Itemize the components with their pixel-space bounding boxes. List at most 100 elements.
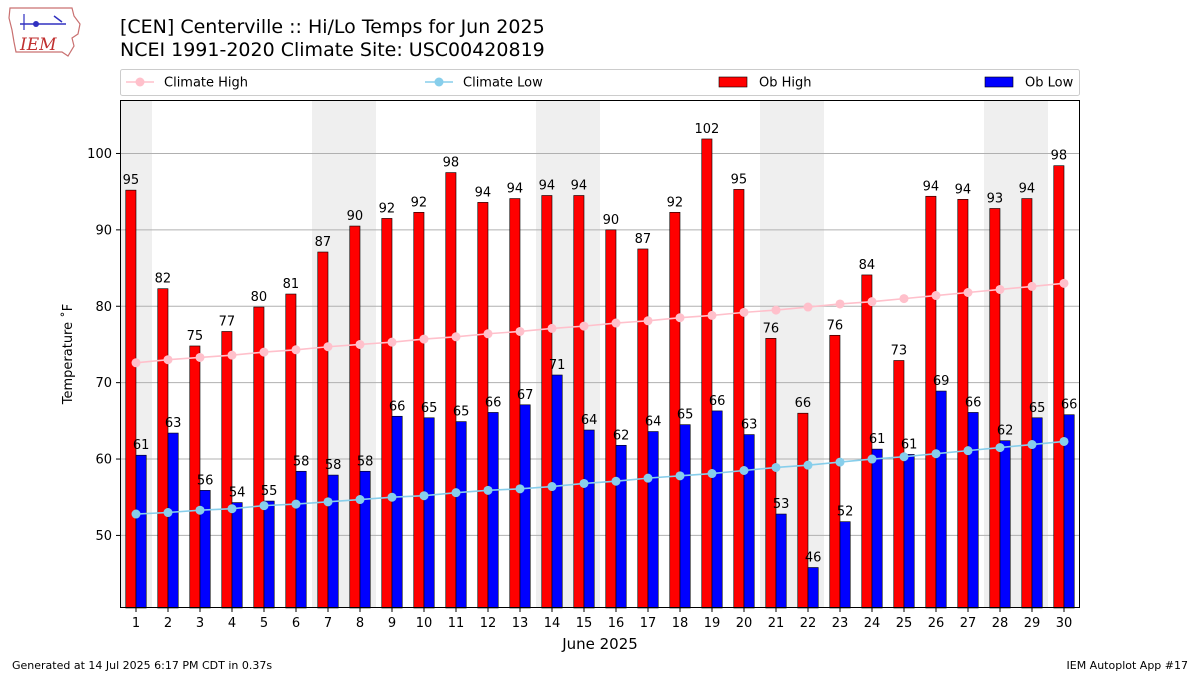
ob-high-bar (285, 293, 297, 609)
ob-low-label: 65 (1029, 401, 1046, 416)
ob-high-label: 98 (1051, 149, 1068, 164)
climate-high-point (451, 332, 461, 342)
climate-high-point (963, 288, 973, 298)
ob-high-bar (157, 288, 169, 609)
climate-high-point (771, 305, 781, 315)
climate-low-point (931, 449, 941, 459)
climate-low-point (387, 492, 397, 502)
x-tick-label: 21 (768, 616, 785, 631)
legend-box (120, 69, 1080, 96)
ob-high-label: 94 (507, 182, 524, 197)
ob-high-bar (797, 412, 809, 609)
ob-low-bar (583, 429, 595, 609)
climate-low-point (835, 457, 845, 467)
climate-high-point (835, 299, 845, 309)
ob-high-bar (605, 229, 617, 609)
legend-bar-swatch (984, 76, 1014, 88)
ob-low-bar (519, 404, 531, 609)
climate-low-point (515, 484, 525, 494)
y-tick-label: 80 (95, 300, 112, 315)
climate-high-point (195, 352, 205, 362)
climate-high-point (227, 350, 237, 360)
climate-high-point (419, 334, 429, 344)
bars (125, 138, 1075, 609)
x-tick-label: 10 (416, 616, 433, 631)
plot-frame (120, 100, 1080, 608)
y-tick-label: 60 (95, 453, 112, 468)
x-tick-label: 16 (608, 616, 625, 631)
x-tick-label: 22 (800, 616, 817, 631)
x-tick-label: 11 (448, 616, 465, 631)
climate-low-point (867, 454, 877, 464)
ob-low-label: 69 (933, 374, 950, 389)
ob-high-label: 95 (123, 173, 140, 188)
climate-low-point (323, 497, 333, 507)
y-axis-label: Temperature ˚F (60, 304, 76, 405)
ob-low-bar (711, 410, 723, 609)
x-tick-label: 7 (324, 616, 332, 631)
ob-low-label: 63 (741, 418, 758, 433)
climate-high-point (355, 339, 365, 349)
y-tick-label: 70 (95, 376, 112, 391)
legend-label: Climate High (164, 76, 248, 91)
ob-low-bar (359, 470, 371, 609)
ob-low-label: 61 (869, 432, 886, 447)
ob-low-bar (167, 432, 179, 609)
app-note: IEM Autoplot App #17 (1066, 659, 1189, 672)
climate-low-point (547, 482, 557, 492)
ob-low-bar (679, 424, 691, 609)
ob-high-label: 94 (571, 178, 588, 193)
bar-value-labels: 95 61 82 63 75 56 77 54 80 55 81 58 87 58 90 58 92 66 92 65… (123, 122, 1078, 566)
climate-low-line (135, 440, 1065, 515)
x-tick-label: 18 (672, 616, 689, 631)
y-tick-label: 50 (95, 529, 112, 544)
climate-high-point (515, 326, 525, 336)
x-tick-label: 19 (704, 616, 721, 631)
ob-low-label: 71 (549, 358, 566, 373)
ob-high-label: 93 (987, 191, 1004, 206)
ob-low-bar (295, 470, 307, 609)
legend-label: Ob Low (1025, 76, 1074, 91)
ob-low-label: 54 (229, 486, 246, 501)
climate-high-point (867, 297, 877, 307)
climate-high-point (387, 337, 397, 347)
legend-label: Ob High (759, 76, 812, 91)
ob-low-bar (775, 513, 787, 609)
ob-low-bar (935, 390, 947, 609)
ob-low-label: 67 (517, 388, 534, 403)
ob-high-bar (221, 331, 233, 609)
ob-low-label: 58 (293, 454, 310, 469)
ob-high-label: 94 (475, 185, 492, 200)
ob-high-bar (989, 208, 1001, 609)
ob-low-bar (263, 500, 275, 609)
climate-low-point (195, 505, 205, 515)
climate-low-point (259, 501, 269, 511)
ob-low-bar (135, 454, 147, 609)
climate-high-point (1059, 278, 1069, 288)
ob-high-bar (925, 195, 937, 609)
ob-high-bar (509, 198, 521, 609)
climate-low-point (675, 471, 685, 481)
ob-high-label: 77 (219, 314, 236, 329)
ob-low-label: 66 (709, 394, 726, 409)
ob-high-label: 82 (155, 272, 172, 287)
ob-low-bar (231, 502, 243, 609)
ob-high-label: 87 (635, 232, 652, 247)
ob-high-label: 73 (891, 343, 908, 358)
ob-high-label: 90 (347, 209, 364, 224)
ob-low-bar (391, 415, 403, 609)
x-tick-label: 25 (896, 616, 913, 631)
ob-high-label: 94 (539, 178, 556, 193)
climate-high-point (803, 302, 813, 312)
ob-high-label: 66 (795, 396, 812, 411)
chart-subtitle: NCEI 1991-2020 Climate Site: USC00420819 (120, 39, 545, 61)
climate-high-point (483, 329, 493, 339)
y-tick-label: 90 (95, 223, 112, 238)
ob-low-bar (487, 412, 499, 609)
ob-high-label: 92 (411, 195, 428, 210)
climate-high-point (131, 358, 141, 368)
ob-low-label: 65 (453, 405, 470, 420)
x-tick-label: 28 (992, 616, 1009, 631)
ob-high-label: 102 (694, 122, 719, 137)
iem-logo: IEM (8, 7, 81, 57)
